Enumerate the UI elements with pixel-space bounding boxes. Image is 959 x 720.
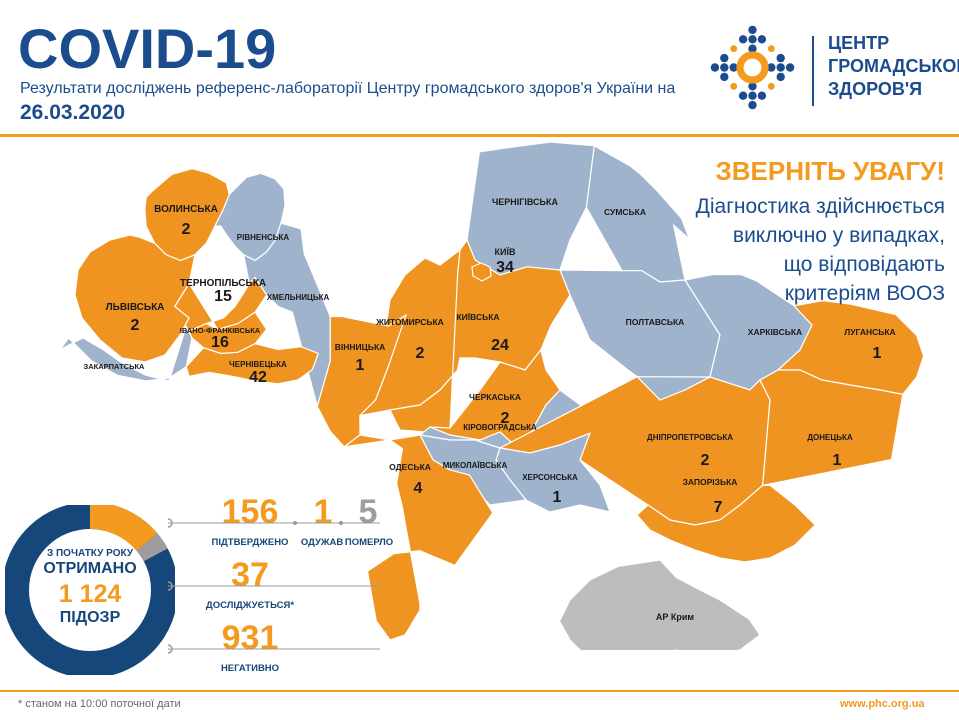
svg-text:ЗАКАРПАТСЬКА: ЗАКАРПАТСЬКА — [84, 362, 146, 371]
svg-text:МИКОЛАЇВСЬКА: МИКОЛАЇВСЬКА — [443, 461, 508, 470]
svg-text:1: 1 — [356, 357, 365, 374]
svg-text:7: 7 — [714, 499, 723, 516]
svg-text:2: 2 — [131, 317, 140, 334]
svg-text:АР Крим: АР Крим — [656, 612, 695, 622]
svg-text:1: 1 — [833, 452, 842, 469]
svg-text:42: 42 — [249, 369, 267, 386]
svg-text:ПОЛТАВСЬКА: ПОЛТАВСЬКА — [626, 317, 685, 327]
svg-text:ЛЬВІВСЬКА: ЛЬВІВСЬКА — [106, 302, 165, 313]
svg-text:15: 15 — [214, 288, 232, 305]
svg-text:ДНІПРОПЕТРОВСЬКА: ДНІПРОПЕТРОВСЬКА — [647, 433, 733, 442]
svg-text:ЧЕРНІВЕЦЬКА: ЧЕРНІВЕЦЬКА — [229, 360, 287, 369]
svg-text:ОДЕСЬКА: ОДЕСЬКА — [389, 462, 431, 472]
svg-text:ХЕРСОНСЬКА: ХЕРСОНСЬКА — [522, 473, 578, 482]
svg-text:ВІННИЦЬКА: ВІННИЦЬКА — [335, 342, 386, 352]
svg-text:1: 1 — [553, 489, 562, 506]
svg-text:ЧЕРКАСЬКА: ЧЕРКАСЬКА — [469, 392, 521, 402]
svg-text:КІРОВОГРАДСЬКА: КІРОВОГРАДСЬКА — [463, 423, 537, 432]
svg-text:1: 1 — [873, 345, 882, 362]
svg-text:ХМЕЛЬНИЦЬКА: ХМЕЛЬНИЦЬКА — [267, 293, 330, 302]
svg-text:16: 16 — [211, 334, 229, 351]
svg-text:ЛУГАНСЬКА: ЛУГАНСЬКА — [844, 327, 895, 337]
svg-text:ЗАПОРІЗЬКА: ЗАПОРІЗЬКА — [683, 477, 738, 487]
svg-text:ХАРКІВСЬКА: ХАРКІВСЬКА — [748, 327, 802, 337]
svg-text:ВОЛИНСЬКА: ВОЛИНСЬКА — [154, 204, 218, 215]
svg-text:24: 24 — [491, 337, 509, 354]
svg-text:ДОНЕЦЬКА: ДОНЕЦЬКА — [807, 433, 853, 442]
svg-text:2: 2 — [416, 345, 425, 362]
svg-text:КИЇВСЬКА: КИЇВСЬКА — [456, 312, 499, 322]
svg-text:2: 2 — [701, 452, 710, 469]
svg-text:ЖИТОМИРСЬКА: ЖИТОМИРСЬКА — [375, 317, 444, 327]
svg-text:2: 2 — [182, 221, 191, 238]
svg-text:РІВНЕНСЬКА: РІВНЕНСЬКА — [237, 233, 290, 242]
svg-text:4: 4 — [414, 480, 423, 497]
